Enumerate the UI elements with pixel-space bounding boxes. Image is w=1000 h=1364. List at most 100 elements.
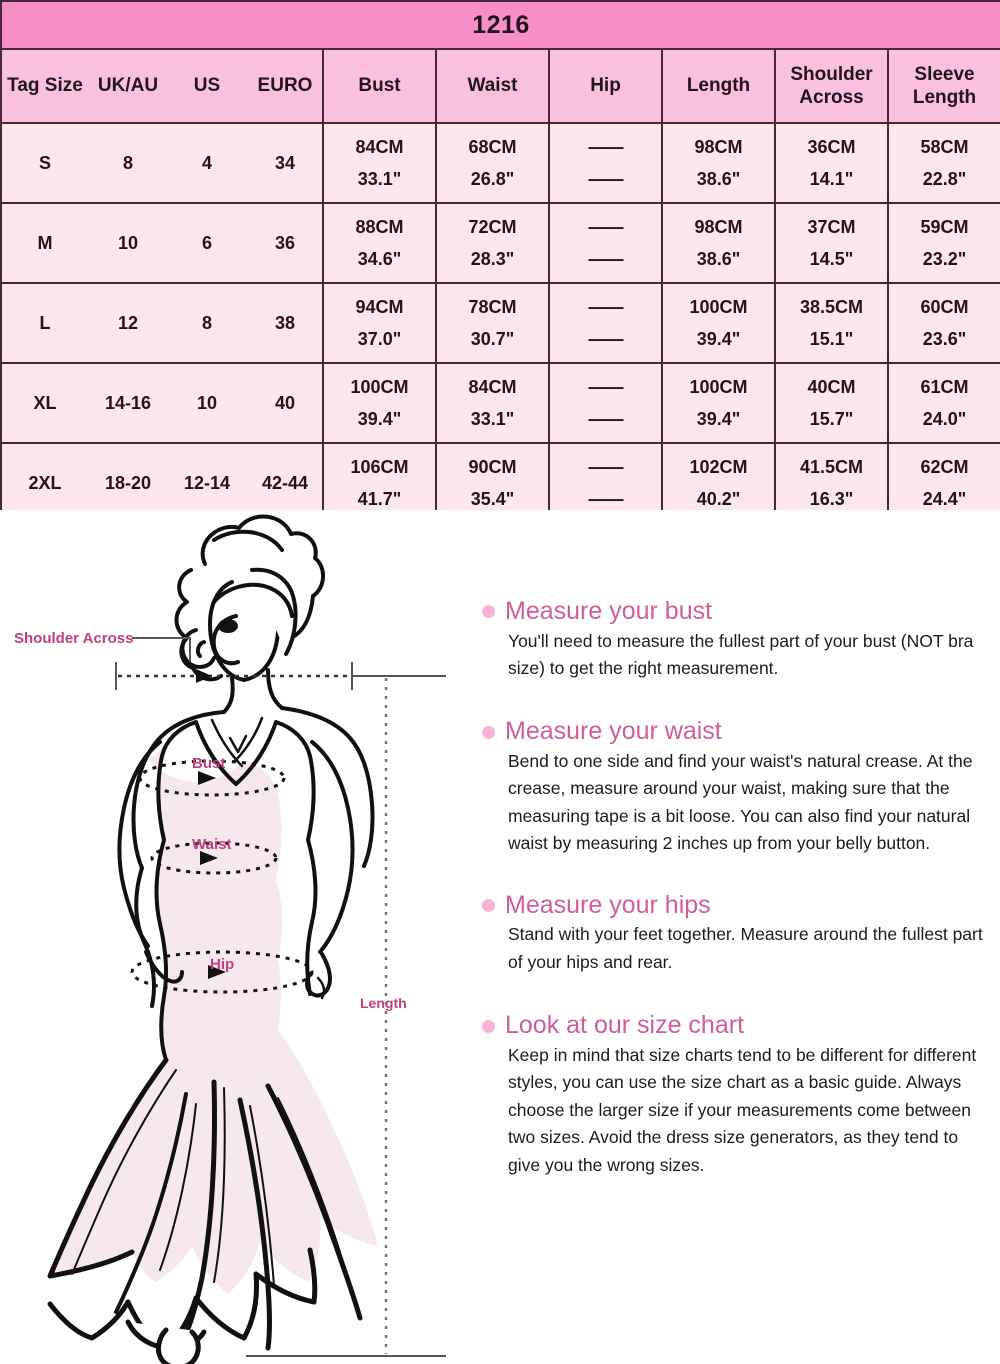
cell-uk-au: 14-16	[104, 392, 152, 413]
cell-hip: —— ——	[548, 202, 663, 284]
cell-bust-in: 37.0"	[357, 329, 402, 349]
cell-hip-cm: ——	[588, 217, 624, 237]
tip-look-at-size-chart: Look at our size chart Keep in mind that…	[478, 1012, 990, 1179]
bullet-icon	[482, 899, 495, 913]
cell-us: 12-14	[183, 472, 231, 493]
cell-sleeve-in: 24.0"	[922, 409, 967, 429]
cell-length-in: 39.4"	[696, 409, 741, 429]
cell-hip: —— ——	[548, 442, 663, 524]
cell-tag-size: 2XL	[28, 472, 62, 493]
figure-label-bust: Bust	[192, 755, 226, 772]
tip-measure-waist: Measure your waist Bend to one side and …	[478, 718, 990, 857]
cell-length-cm: 100CM	[689, 297, 748, 317]
cell-waist-in: 30.7"	[470, 329, 515, 349]
figure-label-waist: Waist	[192, 836, 232, 853]
header-waist: Waist	[435, 48, 550, 124]
size-chart-table-section: 1216 Tag Size UK/AU US EURO Bust Waist H…	[0, 0, 1000, 524]
cell-bust-cm: 88CM	[355, 217, 404, 237]
row-size-group: S 8 4 34	[0, 122, 324, 204]
cell-bust-in: 33.1"	[357, 169, 402, 189]
dress-illustration-svg	[47, 514, 446, 1364]
cell-shoulder-cm: 37CM	[807, 217, 856, 237]
figure-label-shoulder-across: Shoulder Across	[14, 630, 134, 647]
figure-label-hip: Hip	[210, 956, 235, 973]
size-table: 1216 Tag Size UK/AU US EURO Bust Waist H…	[0, 0, 1000, 524]
cell-shoulder-cm: 38.5CM	[799, 297, 864, 317]
cell-length-cm: 100CM	[689, 377, 748, 397]
table-title-row: 1216	[0, 0, 1000, 50]
cell-tag-size: S	[38, 152, 51, 173]
cell-length-in: 38.6"	[696, 169, 741, 189]
cell-hip-in: ——	[588, 329, 624, 349]
cell-hip-in: ——	[588, 489, 624, 509]
cell-sleeve-cm: 62CM	[920, 457, 969, 477]
header-hip: Hip	[548, 48, 663, 124]
tip-body: Bend to one side and find your waist's n…	[508, 750, 973, 854]
cell-shoulder-in: 16.3"	[809, 489, 854, 509]
cell-waist: 84CM 33.1"	[435, 362, 550, 444]
cell-sleeve: 60CM 23.6"	[886, 282, 1000, 364]
row-size-group: XL 14-16 10 40	[0, 362, 324, 444]
cell-bust-in: 39.4"	[357, 409, 402, 429]
cell-hip-cm: ——	[588, 377, 624, 397]
row-size-group: L 12 8 38	[0, 282, 324, 364]
cell-uk-au: 10	[117, 232, 139, 253]
cell-sleeve: 59CM 23.2"	[886, 202, 1000, 284]
cell-length-in: 39.4"	[696, 329, 741, 349]
cell-shoulder-cm: 40CM	[807, 377, 856, 397]
cell-sleeve-cm: 59CM	[920, 217, 969, 237]
tip-body: Stand with your feet together. Measure a…	[508, 924, 983, 972]
cell-bust-in: 41.7"	[357, 489, 402, 509]
cell-sleeve-in: 23.6"	[922, 329, 967, 349]
cell-waist: 72CM 28.3"	[435, 202, 550, 284]
cell-shoulder: 40CM 15.7"	[774, 362, 889, 444]
cell-length-in: 40.2"	[696, 489, 741, 509]
tip-measure-hips: Measure your hips Stand with your feet t…	[478, 891, 990, 976]
cell-shoulder-cm: 36CM	[807, 137, 856, 157]
cell-shoulder: 36CM 14.1"	[774, 122, 889, 204]
cell-tag-size: L	[39, 312, 51, 333]
cell-length-cm: 102CM	[689, 457, 748, 477]
table-row: XL 14-16 10 40 100CM 39.4" 84CM 33.1" ——	[0, 362, 1000, 444]
tip-body: Keep in mind that size charts tend to be…	[508, 1044, 977, 1175]
cell-shoulder-in: 14.1"	[809, 169, 854, 189]
cell-length-in: 38.6"	[696, 249, 741, 269]
cell-bust-cm: 100CM	[350, 377, 409, 397]
dress-figure: Shoulder Across Bust Waist Hip Length	[0, 510, 470, 1364]
header-bust: Bust	[322, 48, 437, 124]
table-row: L 12 8 38 94CM 37.0" 78CM 30.7" ——	[0, 282, 1000, 364]
cell-waist-in: 33.1"	[470, 409, 515, 429]
cell-sleeve-in: 24.4"	[922, 489, 967, 509]
header-size-group: Tag Size UK/AU US EURO	[0, 48, 324, 124]
cell-sleeve-in: 23.2"	[922, 249, 967, 269]
table-title: 1216	[0, 0, 1000, 50]
cell-bust-cm: 94CM	[355, 297, 404, 317]
cell-uk-au: 18-20	[104, 472, 152, 493]
header-uk-au: UK/AU	[97, 75, 159, 96]
tip-title: Measure your bust	[505, 597, 713, 625]
cell-hip: —— ——	[548, 362, 663, 444]
header-tag-size: Tag Size	[7, 75, 83, 96]
tip-title: Look at our size chart	[505, 1011, 745, 1040]
cell-waist-cm: 90CM	[468, 457, 517, 477]
cell-sleeve-cm: 61CM	[920, 377, 969, 397]
cell-length: 100CM 39.4"	[661, 282, 776, 364]
cell-waist: 68CM 26.8"	[435, 122, 550, 204]
cell-euro: 42-44	[261, 472, 309, 493]
cell-hip-cm: ——	[588, 137, 624, 157]
cell-waist: 90CM 35.4"	[435, 442, 550, 524]
cell-shoulder-in: 15.1"	[809, 329, 854, 349]
cell-euro: 34	[274, 152, 296, 173]
tip-title: Measure your waist	[505, 717, 722, 746]
header-sleeve-length-line2: Length	[912, 87, 977, 108]
cell-hip: —— ——	[548, 122, 663, 204]
cell-uk-au: 12	[117, 312, 139, 333]
cell-shoulder-in: 15.7"	[809, 409, 854, 429]
cell-sleeve-cm: 58CM	[920, 137, 969, 157]
header-shoulder-across: Shoulder Across	[774, 48, 889, 124]
cell-waist-cm: 72CM	[468, 217, 517, 237]
cell-tag-size: M	[37, 232, 53, 253]
header-shoulder-across-line2: Across	[799, 87, 864, 108]
cell-us: 10	[196, 392, 218, 413]
